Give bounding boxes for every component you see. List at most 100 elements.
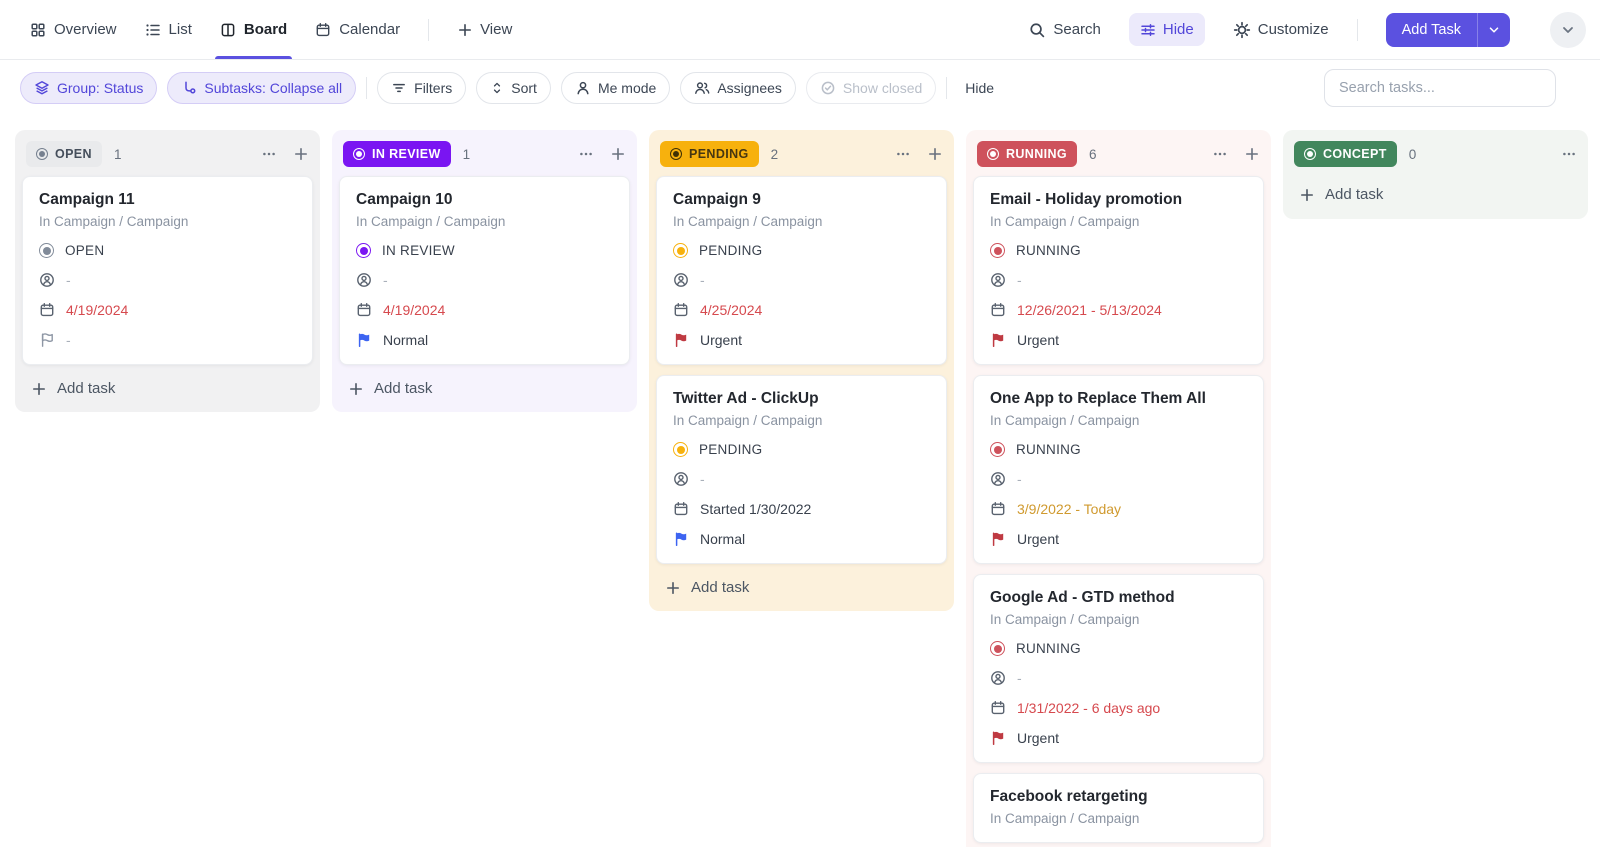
task-card[interactable]: Twitter Ad - ClickUp In Campaign / Campa…: [656, 375, 947, 564]
task-assignee-value: -: [66, 272, 71, 288]
task-status-label: RUNNING: [1016, 641, 1081, 656]
status-pill-label: RUNNING: [1006, 147, 1067, 161]
add-task-button[interactable]: Add Task: [1401, 21, 1461, 38]
flag-icon: [990, 730, 1006, 746]
add-task-row[interactable]: Add task: [1290, 176, 1581, 215]
task-assignee-row: -: [39, 272, 296, 288]
flag-icon: [673, 332, 689, 348]
collapse-view-button[interactable]: [1550, 11, 1586, 48]
flag-icon: [673, 531, 689, 547]
subtasks-button[interactable]: Subtasks: Collapse all: [167, 72, 357, 104]
calendar-icon: [990, 501, 1006, 517]
status-ring-icon: [353, 148, 365, 160]
task-date-row: 3/9/2022 - Today: [990, 501, 1247, 517]
task-card[interactable]: Campaign 11 In Campaign / Campaign OPEN …: [22, 176, 313, 365]
tab-list-label: List: [168, 21, 192, 38]
customize-button[interactable]: Customize: [1233, 21, 1329, 39]
task-status-label: OPEN: [65, 243, 105, 258]
add-task-row[interactable]: Add task: [656, 564, 947, 607]
status-pill-open[interactable]: OPEN: [26, 141, 102, 167]
task-card[interactable]: Facebook retargeting In Campaign / Campa…: [973, 773, 1264, 843]
column-add-button[interactable]: [610, 146, 626, 162]
chevron-down-icon: [1560, 22, 1576, 38]
sort-arrows-icon: [490, 81, 504, 95]
status-pill-concept[interactable]: CONCEPT: [1294, 141, 1397, 167]
ellipsis-icon: [578, 146, 594, 162]
check-circle-icon: [820, 80, 836, 96]
sort-button[interactable]: Sort: [476, 72, 551, 104]
status-pill-pending[interactable]: PENDING: [660, 141, 759, 167]
status-pill-running[interactable]: RUNNING: [977, 141, 1077, 167]
tab-overview[interactable]: Overview: [30, 0, 117, 59]
plus-icon: [665, 580, 681, 596]
show-closed-label: Show closed: [842, 80, 923, 96]
tab-list[interactable]: List: [145, 0, 192, 59]
grid-icon: [30, 22, 46, 38]
show-closed-button[interactable]: Show closed: [805, 72, 937, 104]
task-card[interactable]: Google Ad - GTD method In Campaign / Cam…: [973, 574, 1264, 763]
status-pill-in-review[interactable]: IN REVIEW: [343, 141, 451, 167]
task-status-label: RUNNING: [1016, 442, 1081, 457]
column-menu-button[interactable]: [1561, 146, 1577, 162]
task-breadcrumb: In Campaign / Campaign: [39, 214, 189, 229]
task-priority-value: Urgent: [1017, 730, 1060, 746]
task-status-row: RUNNING: [990, 442, 1247, 457]
task-card[interactable]: Campaign 9 In Campaign / Campaign PENDIN…: [656, 176, 947, 365]
task-card[interactable]: Campaign 10 In Campaign / Campaign IN RE…: [339, 176, 630, 365]
add-task-label: Add task: [57, 380, 116, 397]
tab-calendar[interactable]: Calendar: [315, 0, 400, 59]
hide-label: Hide: [1162, 21, 1194, 38]
task-assignee-value: -: [1017, 471, 1022, 487]
add-task-dropdown-button[interactable]: [1477, 12, 1510, 47]
task-status-row: OPEN: [39, 243, 296, 258]
toolbar-hide-button[interactable]: Hide: [965, 80, 995, 96]
filters-button[interactable]: Filters: [377, 72, 467, 104]
person-circle-icon: [39, 272, 55, 288]
add-task-label: Add task: [691, 579, 750, 596]
task-card[interactable]: One App to Replace Them All In Campaign …: [973, 375, 1264, 564]
add-task-row[interactable]: Add task: [22, 365, 313, 408]
task-due-date: 4/25/2024: [700, 302, 763, 318]
column-add-button[interactable]: [927, 146, 943, 162]
task-priority-row: Urgent: [990, 332, 1247, 348]
tab-board[interactable]: Board: [214, 0, 293, 59]
task-title: Facebook retargeting: [990, 788, 1148, 805]
me-mode-button[interactable]: Me mode: [560, 72, 671, 104]
hide-button[interactable]: Hide: [1128, 13, 1205, 46]
group-by-button[interactable]: Group: Status: [20, 72, 158, 104]
column-menu-button[interactable]: [578, 146, 594, 162]
filter-icon: [391, 80, 407, 96]
plus-icon: [927, 146, 943, 162]
search-tasks-input[interactable]: [1324, 69, 1556, 107]
task-assignee-value: -: [1017, 272, 1022, 288]
task-assignee-row: -: [990, 471, 1247, 487]
top-navigation: Overview List Board Calendar View Search…: [0, 0, 1600, 60]
filters-label: Filters: [414, 80, 453, 96]
task-status-row: RUNNING: [990, 243, 1247, 258]
add-view-button[interactable]: View: [457, 21, 512, 38]
calendar-icon: [39, 302, 55, 318]
column-add-button[interactable]: [293, 146, 309, 162]
column-menu-button[interactable]: [261, 146, 277, 162]
column-menu-button[interactable]: [1212, 146, 1228, 162]
task-assignee-row: -: [990, 670, 1247, 686]
task-card[interactable]: Email - Holiday promotion In Campaign / …: [973, 176, 1264, 365]
person-circle-icon: [356, 272, 372, 288]
plus-icon: [610, 146, 626, 162]
add-task-row[interactable]: Add task: [339, 365, 630, 408]
search-button[interactable]: Search: [1028, 21, 1101, 39]
task-breadcrumb: In Campaign / Campaign: [990, 612, 1140, 627]
status-ring-icon: [670, 148, 682, 160]
board-toolbar: Group: Status Subtasks: Collapse all Fil…: [0, 60, 1600, 116]
column-menu-button[interactable]: [895, 146, 911, 162]
status-ring-icon: [990, 243, 1005, 258]
column-add-button[interactable]: [1244, 146, 1260, 162]
nav-divider: [1356, 18, 1358, 41]
task-assignee-row: -: [673, 471, 930, 487]
task-priority-row: Urgent: [990, 730, 1247, 746]
task-status-label: PENDING: [699, 442, 763, 457]
task-due-date: 4/19/2024: [66, 302, 129, 318]
assignees-button[interactable]: Assignees: [680, 72, 796, 104]
subtask-icon: [181, 80, 197, 96]
status-ring-icon: [39, 243, 54, 258]
